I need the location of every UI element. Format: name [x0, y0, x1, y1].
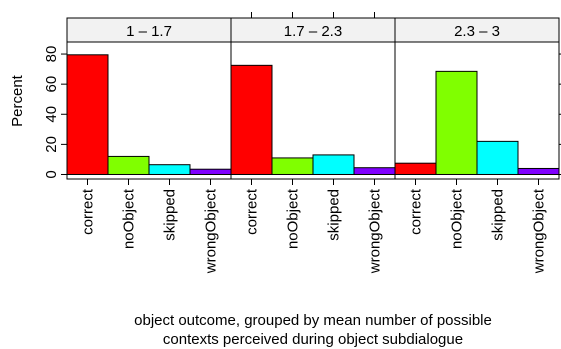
- strip-label: 1.7 – 2.3: [284, 23, 342, 40]
- x-tick-label-skipped: skipped: [326, 189, 343, 241]
- bar-wrongObject-panel-3: [517, 167, 560, 175]
- x-tick-label-correct: correct: [80, 188, 97, 235]
- bar-skipped-panel-3: [476, 140, 519, 175]
- top-axis-ticks: [251, 12, 375, 18]
- y-axis-title: Percent: [9, 74, 26, 127]
- strip-2: 1.7 – 2.3: [230, 17, 396, 43]
- x-axis-title-line-2: contexts perceived during object subdial…: [163, 331, 463, 348]
- x-tick-label-noObject: noObject: [121, 188, 138, 249]
- y-tick-label-80: 80: [43, 46, 60, 63]
- bar-wrongObject-panel-1: [189, 168, 232, 175]
- bar-skipped-panel-2: [312, 154, 355, 175]
- x-axis-title-line-1: object outcome, grouped by mean number o…: [134, 312, 492, 329]
- bar-noObject-panel-2: [271, 157, 314, 175]
- y-tick-label-40: 40: [43, 106, 60, 123]
- bar-correct-panel-1: [66, 54, 109, 175]
- strip-3: 2.3 – 3: [394, 17, 560, 43]
- panel-strips: 1 – 1.7 1.7 – 2.3 2.3 – 3: [66, 17, 560, 43]
- bar-correct-panel-3: [394, 162, 437, 175]
- y-axis: 0 20 40 60 80: [43, 46, 561, 179]
- x-tick-label-wrongObject: wrongObject: [367, 188, 384, 274]
- x-tick-label-skipped: skipped: [162, 189, 179, 241]
- y-tick-label-0: 0: [43, 170, 60, 178]
- panel-2: [230, 41, 396, 180]
- panel-1: [66, 41, 232, 180]
- strip-label: 1 – 1.7: [126, 23, 172, 40]
- strip-1: 1 – 1.7: [66, 17, 232, 43]
- bar-noObject-panel-1: [107, 155, 150, 175]
- strip-box: [66, 17, 232, 43]
- panel-frame: [394, 41, 560, 180]
- panel-3: [394, 41, 560, 180]
- x-tick-label-wrongObject: wrongObject: [203, 188, 220, 274]
- x-tick-label-correct: correct: [244, 188, 261, 235]
- bar-correct-panel-2: [230, 64, 273, 175]
- strip-box: [230, 17, 396, 43]
- x-tick-label-wrongObject: wrongObject: [531, 188, 548, 274]
- x-axis: correct noObject skipped wrongObject correct…: [80, 179, 548, 274]
- panels: [66, 41, 560, 180]
- x-tick-label-noObject: noObject: [285, 188, 302, 249]
- bar-skipped-panel-1: [148, 164, 191, 175]
- y-tick-label-60: 60: [43, 76, 60, 93]
- x-tick-label-noObject: noObject: [449, 188, 466, 249]
- bar-wrongObject-panel-2: [353, 167, 396, 175]
- bar-noObject-panel-3: [435, 70, 478, 175]
- x-tick-label-correct: correct: [408, 188, 425, 235]
- y-tick-label-20: 20: [43, 136, 60, 153]
- strip-label: 2.3 – 3: [454, 23, 500, 40]
- x-tick-label-skipped: skipped: [490, 189, 507, 241]
